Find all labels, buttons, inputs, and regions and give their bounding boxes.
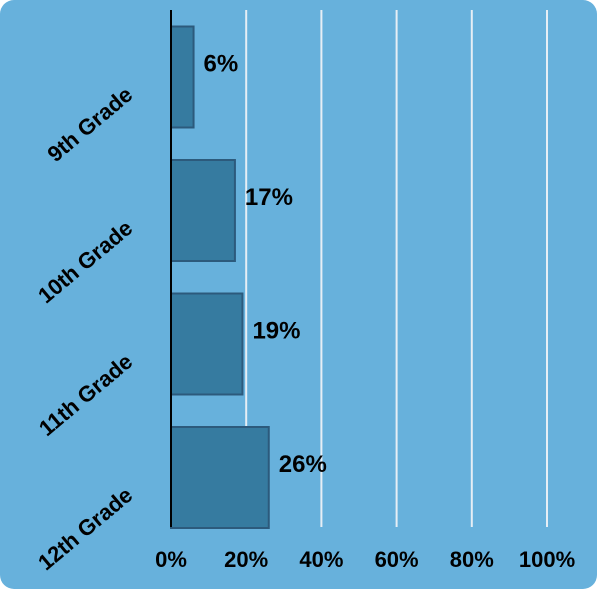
category-labels: 9th Grade 10th Grade 11th Grade 12th Grade bbox=[33, 82, 137, 576]
x-tick-label-60: 60% bbox=[375, 547, 419, 572]
x-tick-label-20: 20% bbox=[224, 547, 268, 572]
data-labels: 6% 17% 19% 26% bbox=[204, 50, 327, 478]
category-label-3: 11th Grade bbox=[34, 349, 137, 441]
bars bbox=[170, 25, 270, 529]
x-tick-labels: 0% 20% 40% 60% 80% 100% bbox=[155, 547, 575, 572]
category-label-1: 9th Grade bbox=[42, 82, 137, 167]
x-tick-label-80: 80% bbox=[450, 547, 494, 572]
data-label-4: 26% bbox=[279, 451, 327, 478]
bar-2 bbox=[170, 159, 236, 262]
bar-4 bbox=[170, 426, 270, 529]
category-label-2: 10th Grade bbox=[33, 215, 137, 308]
x-tick-label-40: 40% bbox=[299, 547, 343, 572]
bar-1 bbox=[170, 25, 195, 129]
category-label-4: 12th Grade bbox=[33, 482, 137, 575]
data-label-3: 19% bbox=[252, 317, 300, 344]
data-label-2: 17% bbox=[245, 184, 293, 211]
x-tick-label-100: 100% bbox=[519, 547, 575, 572]
bar-3 bbox=[170, 292, 244, 396]
data-label-1: 6% bbox=[204, 50, 239, 77]
gridlines bbox=[245, 10, 548, 527]
x-tick-label-0: 0% bbox=[155, 547, 187, 572]
